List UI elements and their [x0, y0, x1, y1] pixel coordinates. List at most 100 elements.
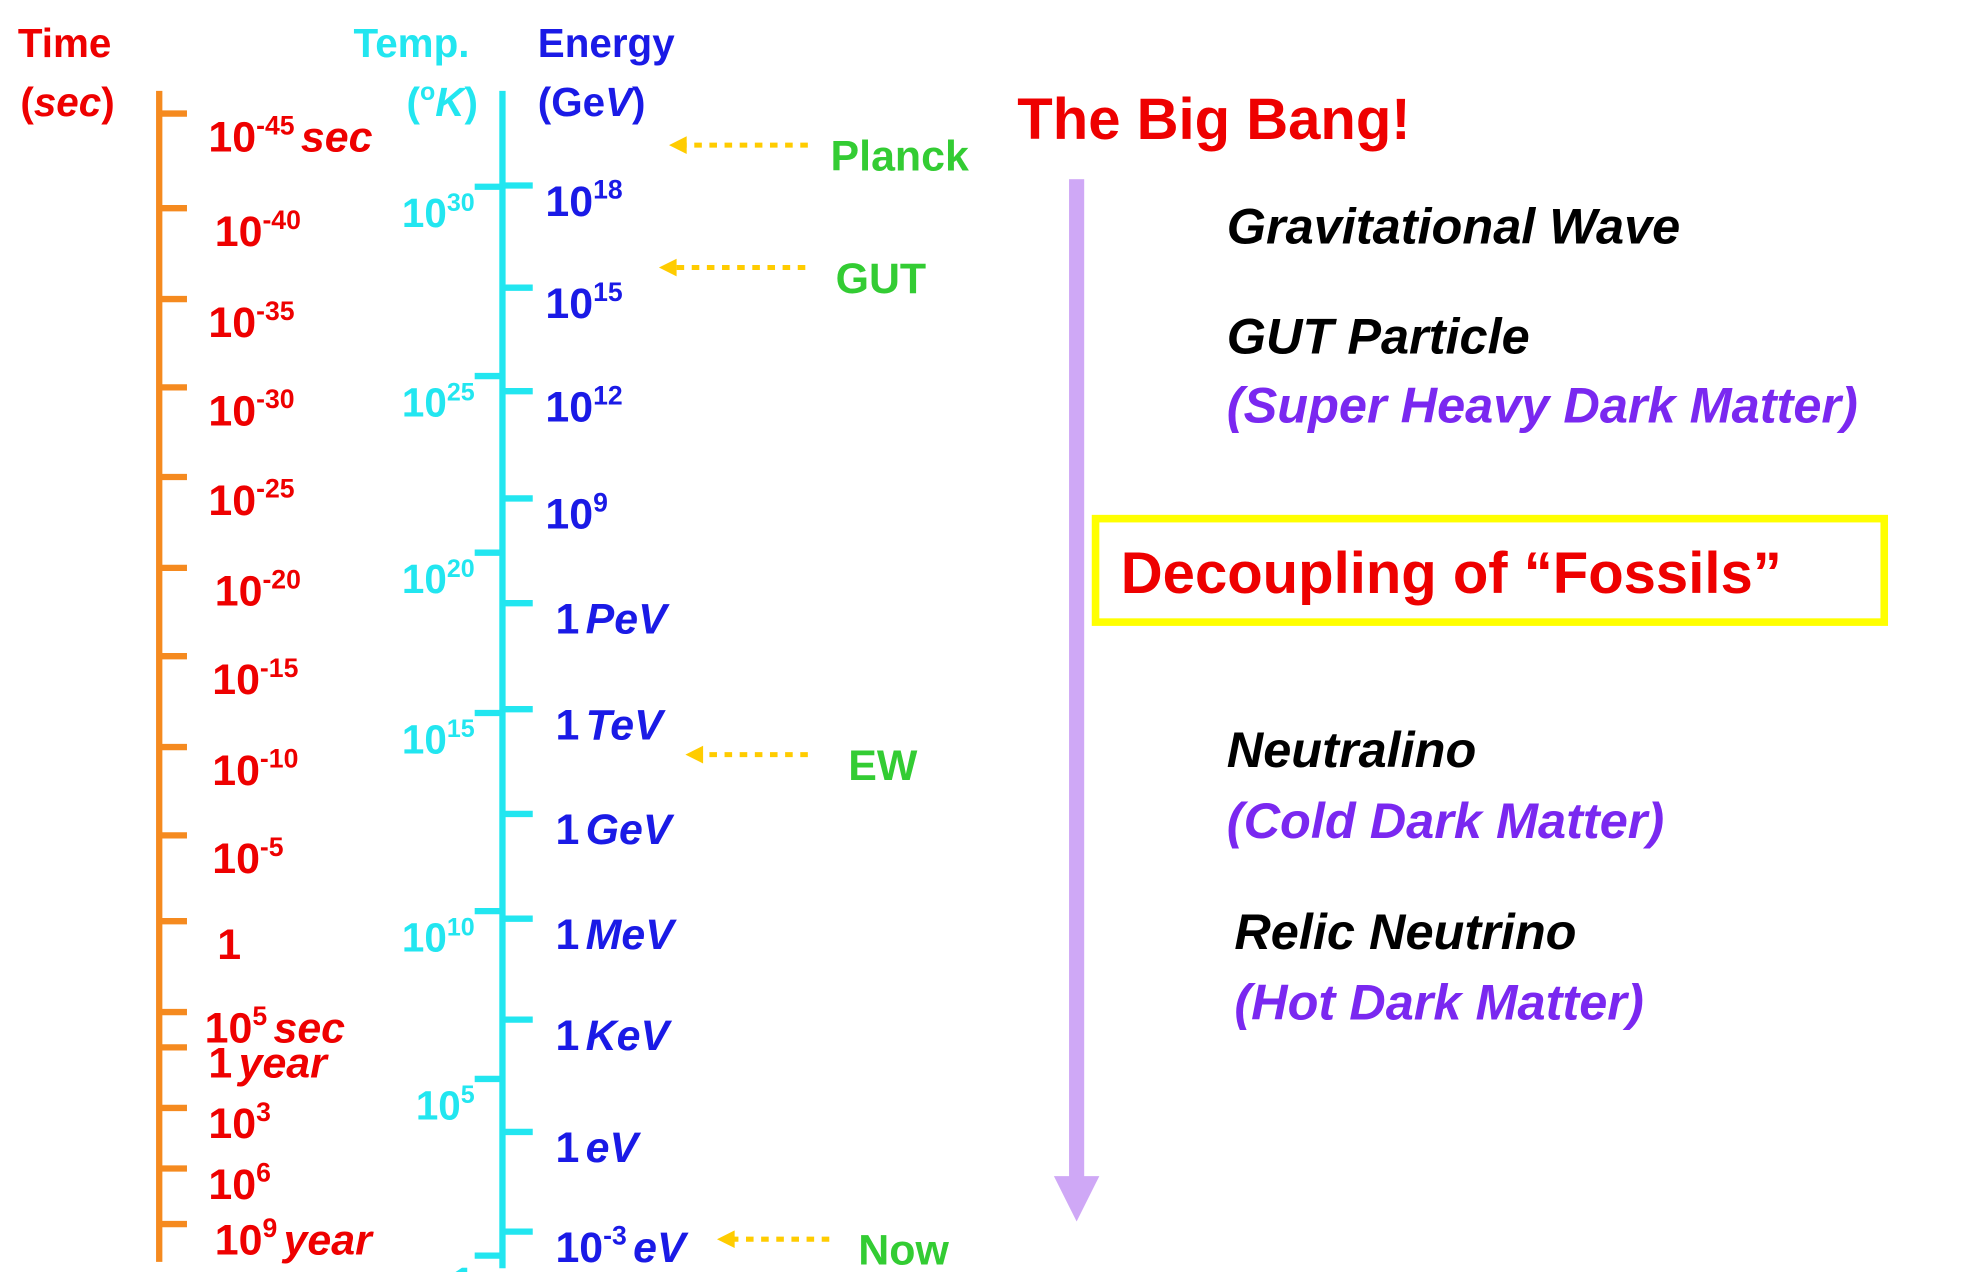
- superscript: -30: [256, 384, 294, 414]
- label: 10-30: [208, 384, 294, 435]
- relic-note: (Hot Dark Matter): [1234, 974, 1643, 1031]
- text-part: 10: [208, 477, 256, 525]
- text-part: 1: [217, 921, 241, 969]
- superscript: 9: [262, 1213, 277, 1243]
- epoch-arrow-head: [716, 1230, 735, 1249]
- label: 1: [452, 1259, 474, 1272]
- text-part: 1: [555, 911, 579, 959]
- label: 1 MeV: [555, 911, 677, 959]
- time-arrow: [1069, 179, 1085, 1183]
- text-part: (: [20, 79, 34, 125]
- epoch-arrow-head: [658, 258, 677, 277]
- label: 1 KeV: [555, 1012, 672, 1060]
- text-part: GeV: [586, 806, 675, 854]
- time-arrow-head: [1053, 1176, 1100, 1222]
- text-part: 10: [402, 716, 447, 762]
- text-part: 1: [452, 1259, 474, 1272]
- label: 1: [217, 921, 241, 969]
- label: 1015: [545, 277, 623, 328]
- epoch-label: Planck: [831, 132, 969, 180]
- text-part: V: [605, 79, 635, 125]
- relic-note: (Cold Dark Matter): [1227, 792, 1664, 849]
- text-part: (Ge: [538, 79, 605, 125]
- relic: Gravitational Wave: [1227, 198, 1680, 255]
- text-part: 10: [555, 1224, 603, 1272]
- superscript: 25: [447, 378, 475, 406]
- superscript: 5: [252, 1001, 267, 1031]
- text-part: MeV: [586, 911, 678, 959]
- label: 10-35: [208, 296, 294, 347]
- text-part: 10: [545, 280, 593, 328]
- text-part: KeV: [586, 1012, 673, 1060]
- label: 1020: [402, 555, 475, 602]
- text-part: sec: [34, 79, 101, 125]
- text-part: 10: [208, 1161, 256, 1209]
- text-part: 10: [212, 747, 260, 795]
- text-part: 10: [402, 379, 447, 425]
- text-part: ): [464, 79, 477, 125]
- text-part: sec: [301, 113, 373, 161]
- superscript: 5: [461, 1081, 475, 1109]
- epoch-label: EW: [848, 742, 918, 790]
- superscript: 15: [593, 277, 623, 307]
- label: 10-25: [208, 474, 294, 525]
- header: Time: [18, 20, 112, 66]
- title: The Big Bang!: [1017, 87, 1410, 152]
- superscript: 6: [256, 1158, 271, 1188]
- epoch-label: GUT: [836, 255, 927, 303]
- text-part: PeV: [586, 595, 670, 643]
- text-part: eV: [586, 1124, 642, 1172]
- relic: Relic Neutrino: [1234, 903, 1576, 960]
- text-part: 10: [205, 1004, 253, 1052]
- text-part: 10: [215, 1216, 263, 1264]
- label: 105 sec: [205, 1001, 346, 1052]
- epoch-arrow-head: [669, 136, 687, 154]
- text-part: 10: [402, 190, 447, 236]
- text-part: 10: [545, 383, 593, 431]
- text-part: 10: [402, 556, 447, 602]
- text-part: 10: [402, 914, 447, 960]
- label: 103: [208, 1097, 271, 1148]
- text-part: 1: [555, 1124, 579, 1172]
- label: (GeV): [538, 79, 646, 125]
- header: Temp.: [354, 20, 470, 66]
- text-part: 10: [215, 568, 263, 616]
- text-part: 10: [545, 491, 593, 539]
- superscript: 18: [593, 175, 623, 205]
- label: 106: [208, 1158, 271, 1209]
- text-part: TeV: [586, 701, 666, 749]
- label: 1 year: [208, 1040, 329, 1088]
- text-part: 10: [208, 299, 256, 347]
- text-part: 10: [212, 835, 260, 883]
- superscript: 9: [593, 488, 608, 518]
- text-part: ): [632, 79, 645, 125]
- superscript: -35: [256, 296, 295, 326]
- decoupling: Decoupling of “Fossils”: [1121, 541, 1782, 606]
- label: (oK): [407, 78, 478, 125]
- text-part: 10: [208, 387, 256, 435]
- label: 10-45 sec: [208, 110, 372, 161]
- relic: Neutralino: [1227, 721, 1477, 778]
- text-part: 10: [215, 208, 263, 256]
- label: 10-10: [212, 744, 298, 795]
- superscript: -45: [256, 110, 295, 140]
- superscript: 3: [256, 1097, 271, 1127]
- superscript: 10: [447, 913, 475, 941]
- superscript: o: [420, 78, 435, 106]
- label: 1 PeV: [555, 595, 670, 643]
- label: 1018: [545, 175, 622, 226]
- label: 105: [416, 1081, 475, 1128]
- text-part: (: [407, 79, 421, 125]
- text-part: 1: [555, 595, 579, 643]
- epoch-label: Now: [858, 1226, 949, 1272]
- superscript: 20: [447, 555, 475, 583]
- label: 1010: [402, 913, 475, 960]
- superscript: -20: [262, 565, 300, 595]
- text-part: year: [237, 1040, 330, 1088]
- superscript: -3: [603, 1221, 627, 1251]
- superscript: -25: [256, 474, 295, 504]
- label: 109 year: [215, 1213, 374, 1264]
- label: 1 GeV: [555, 806, 674, 854]
- text-part: 1: [555, 701, 579, 749]
